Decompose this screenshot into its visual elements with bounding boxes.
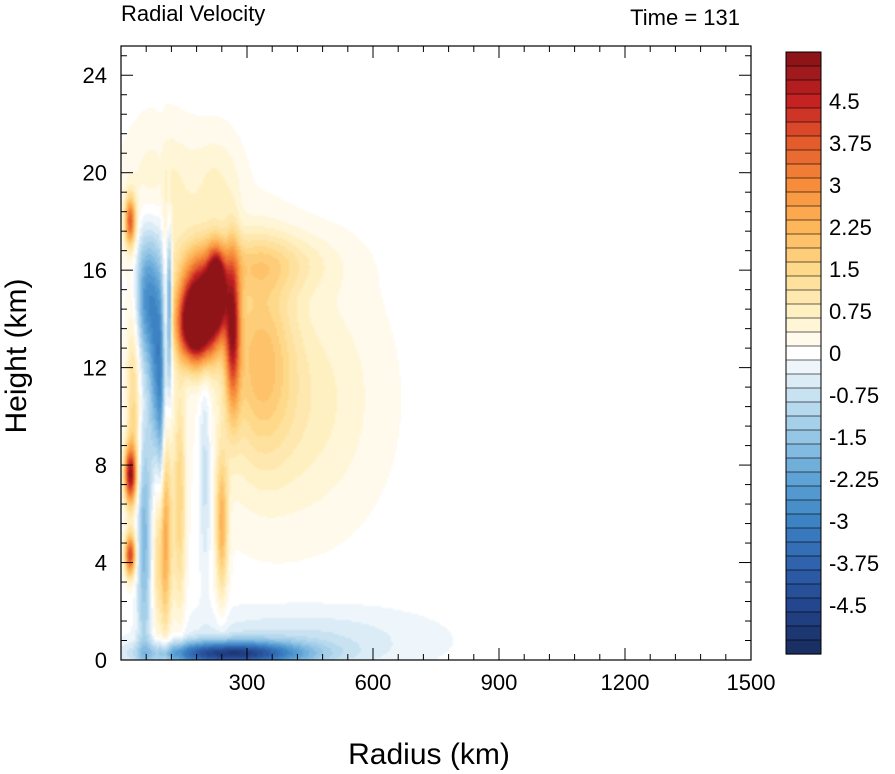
colorbar-box [785, 569, 822, 585]
colorbar [785, 51, 822, 655]
colorbar-box [785, 107, 822, 123]
colorbar-box [785, 317, 822, 333]
colorbar-box [785, 345, 822, 361]
colorbar-box [785, 583, 822, 599]
colorbar-box [785, 163, 822, 179]
colorbar-frame [785, 51, 822, 655]
colorbar-label: -4.5 [829, 593, 867, 618]
colorbar-box [785, 555, 822, 571]
colorbar-label: -3.75 [829, 551, 879, 576]
colorbar-box [785, 219, 822, 235]
colorbar-label: 3 [829, 173, 841, 198]
y-tick-label: 8 [95, 453, 107, 478]
colorbar-label: -1.5 [829, 425, 867, 450]
colorbar-box [785, 121, 822, 137]
colorbar-box [785, 65, 822, 81]
colorbar-box [785, 359, 822, 375]
x-tick-label: 600 [355, 670, 392, 695]
colorbar-box [785, 499, 822, 515]
colorbar-box [785, 485, 822, 501]
colorbar-box [785, 639, 822, 655]
colorbar-label: 3.75 [829, 131, 872, 156]
colorbar-box [785, 541, 822, 557]
colorbar-box [785, 79, 822, 95]
colorbar-box [785, 205, 822, 221]
colorbar-box [785, 415, 822, 431]
chart-title: Radial Velocity [121, 1, 265, 26]
colorbar-box [785, 429, 822, 445]
x-tick-label: 300 [229, 670, 266, 695]
colorbar-box [785, 51, 822, 67]
colorbar-box [785, 261, 822, 277]
heatmap-plot-area [120, 45, 752, 661]
x-tick-labels: 300 600 900 1200 1500 [229, 670, 776, 695]
colorbar-label: 4.5 [829, 89, 860, 114]
colorbar-box [785, 149, 822, 165]
y-tick-label: 20 [83, 161, 107, 186]
colorbar-box [785, 527, 822, 543]
colorbar-box [785, 247, 822, 263]
colorbar-label: 0 [829, 341, 841, 366]
colorbar-box [785, 331, 822, 347]
y-axis-label: Height (km) [0, 278, 33, 433]
colorbar-label: -2.25 [829, 467, 879, 492]
y-tick-label: 16 [83, 258, 107, 283]
colorbar-box [785, 387, 822, 403]
colorbar-box [785, 303, 822, 319]
colorbar-box [785, 443, 822, 459]
x-axis-label: Radius (km) [348, 738, 510, 771]
colorbar-label: 0.75 [829, 299, 872, 324]
colorbar-box [785, 177, 822, 193]
colorbar-box [785, 289, 822, 305]
y-tick-label: 4 [95, 551, 107, 576]
colorbar-label: -3 [829, 509, 849, 534]
y-tick-label: 24 [83, 63, 107, 88]
x-tick-label: 1200 [601, 670, 650, 695]
colorbar-labels: 4.5 3.75 3 2.25 1.5 0.75 0 -0.75 -1.5 -2.25 -3 -3.7… [829, 89, 879, 618]
colorbar-box [785, 625, 822, 641]
colorbar-box [785, 135, 822, 151]
colorbar-box [785, 275, 822, 291]
colorbar-box [785, 597, 822, 613]
y-tick-label: 12 [83, 356, 107, 381]
tick-marks [121, 46, 752, 661]
y-tick-labels: 0 4 8 12 16 20 24 [83, 63, 107, 673]
heatmap-image [121, 46, 751, 660]
x-tick-label: 1500 [727, 670, 776, 695]
y-tick-label: 0 [95, 648, 107, 673]
chart-subtitle: Time = 131 [630, 5, 740, 30]
colorbar-box [785, 93, 822, 109]
colorbar-label: -0.75 [829, 383, 879, 408]
colorbar-label: 1.5 [829, 257, 860, 282]
colorbar-box [785, 513, 822, 529]
colorbar-box [785, 233, 822, 249]
x-tick-label: 900 [481, 670, 518, 695]
colorbar-box [785, 471, 822, 487]
colorbar-box [785, 191, 822, 207]
colorbar-box [785, 457, 822, 473]
colorbar-box [785, 611, 822, 627]
plot-frame [120, 45, 752, 661]
colorbar-label: 2.25 [829, 215, 872, 240]
colorbar-box [785, 401, 822, 417]
colorbar-box [785, 373, 822, 389]
